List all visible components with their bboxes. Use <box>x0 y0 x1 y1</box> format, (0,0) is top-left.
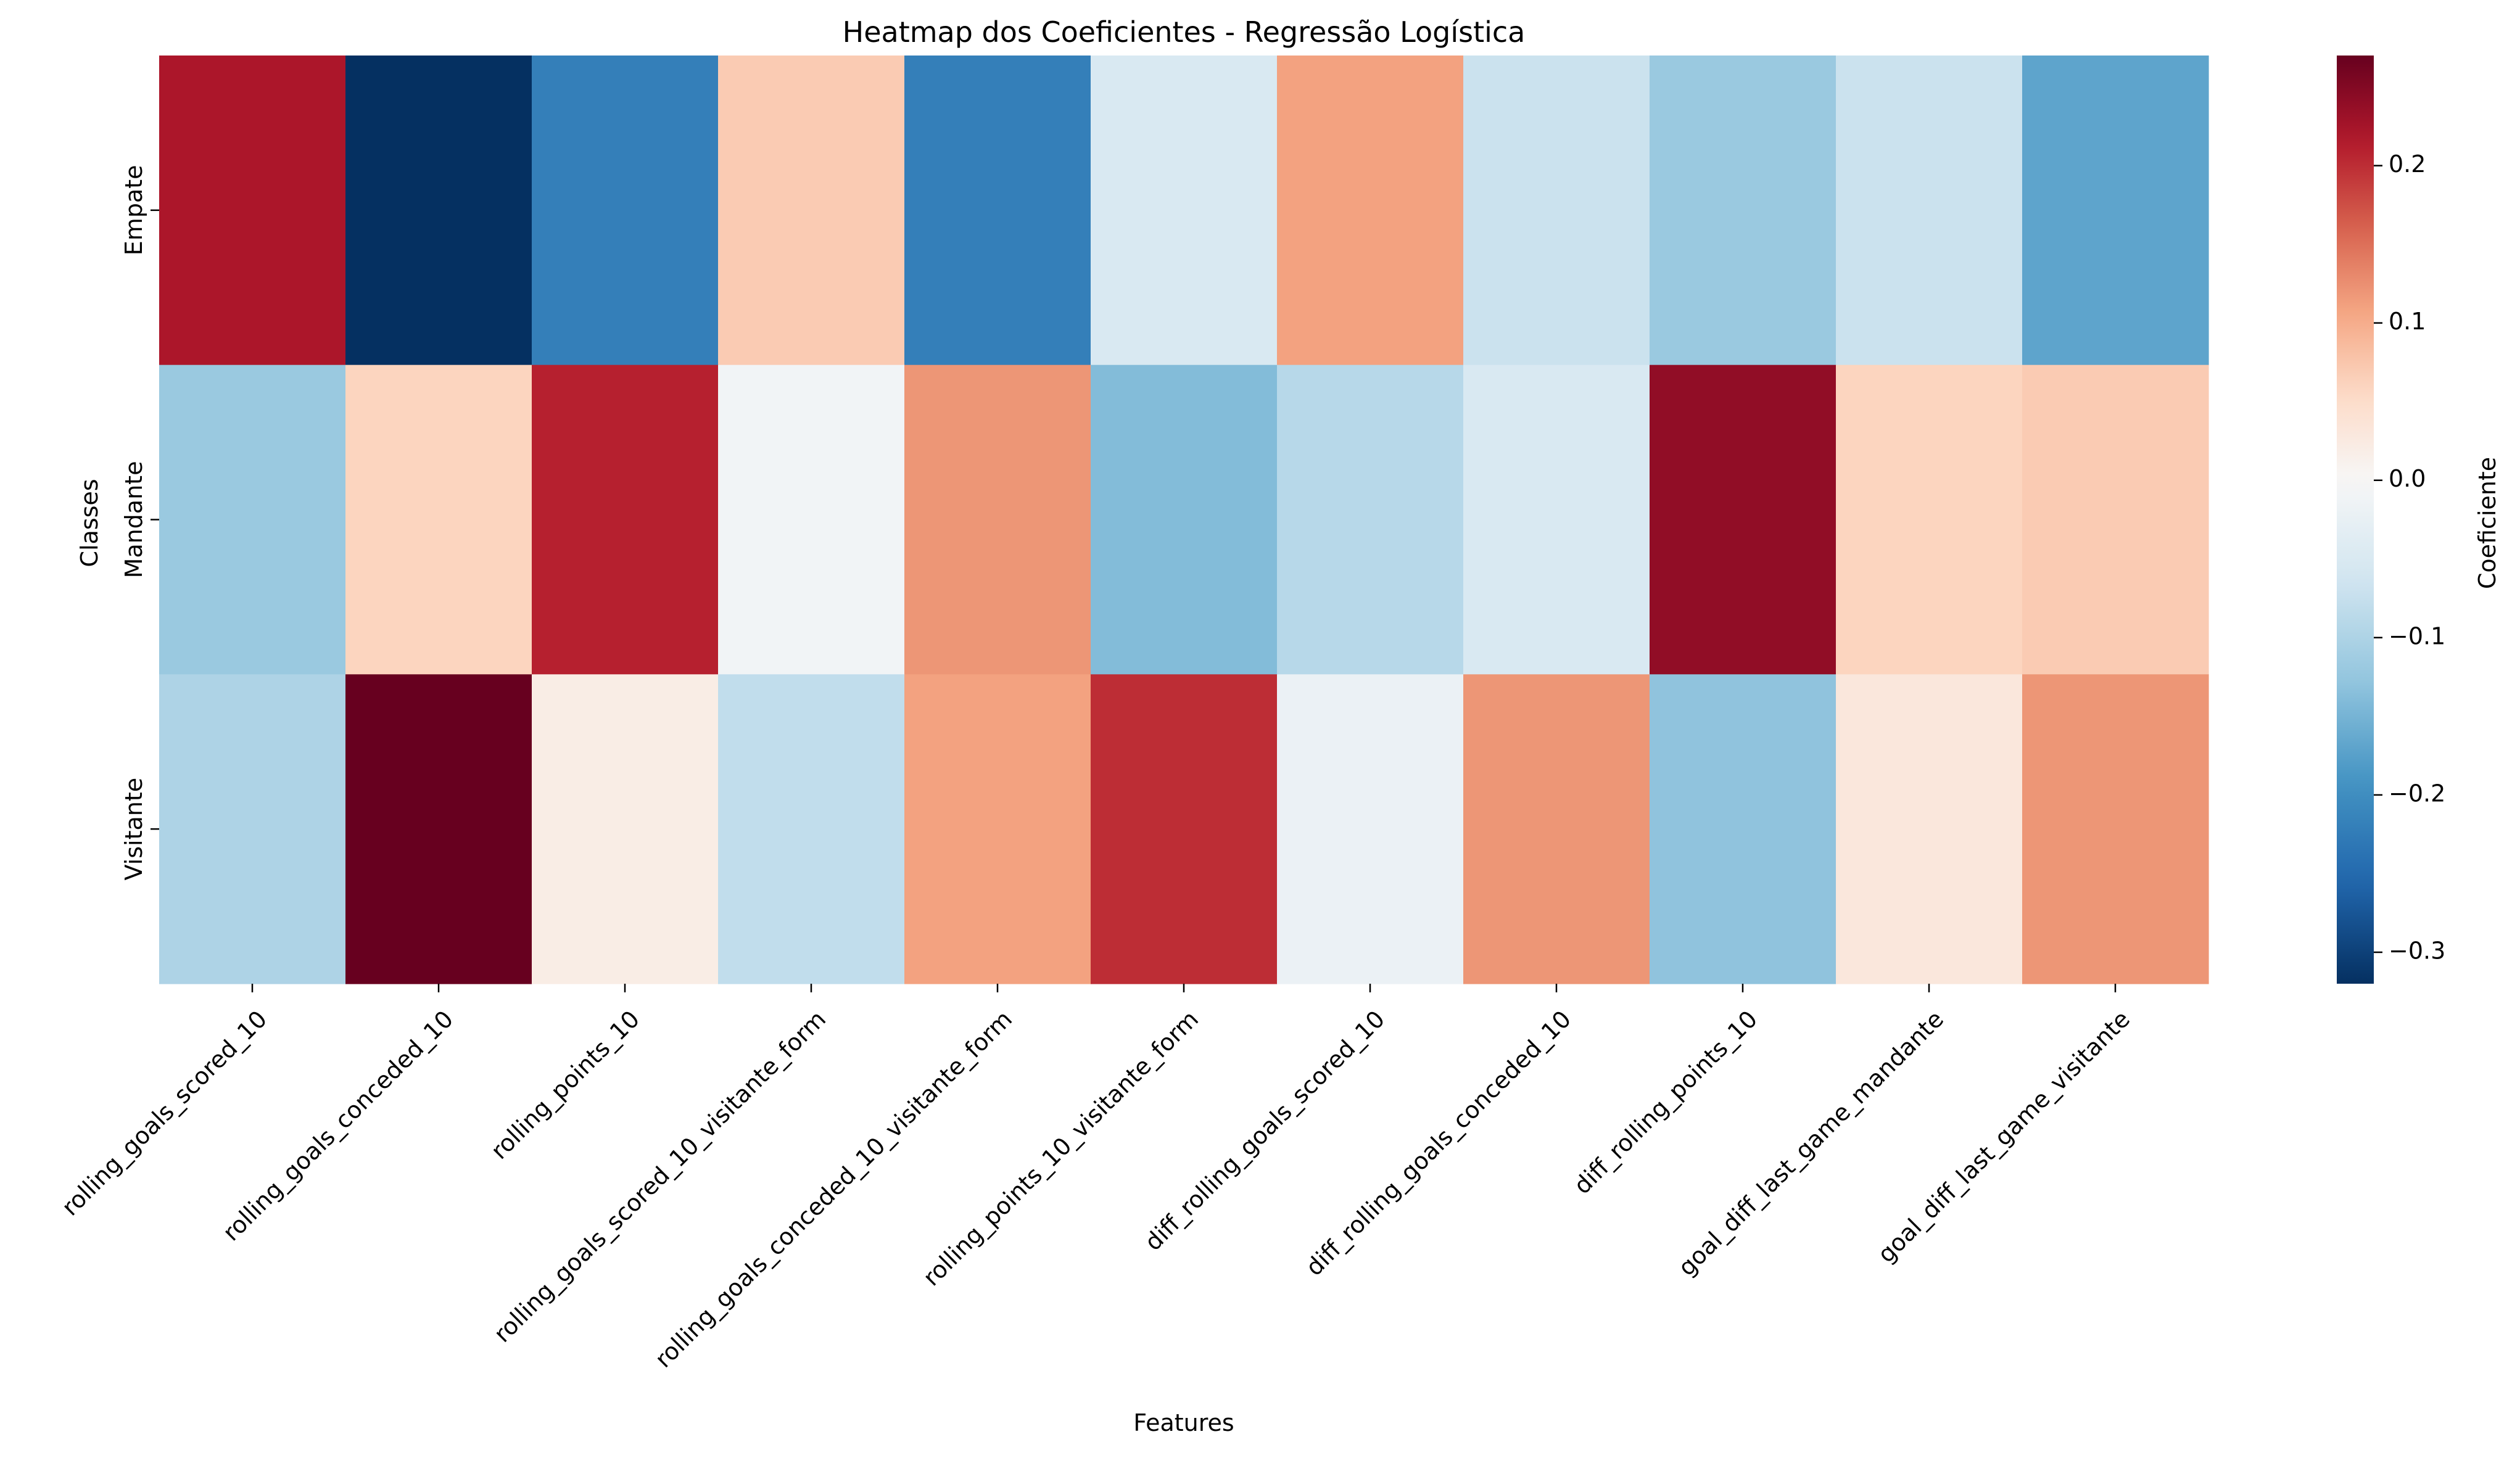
heatmap-cell <box>1650 674 1836 984</box>
colorbar-tick-label: −0.2 <box>2389 780 2445 807</box>
heatmap-cells <box>159 56 2209 984</box>
heatmap-cell <box>2022 674 2209 984</box>
heatmap-cell <box>718 56 905 366</box>
heatmap-cell <box>345 674 532 984</box>
colorbar-tick-label: 0.1 <box>2389 308 2426 335</box>
heatmap-cell <box>1463 364 1650 675</box>
heatmap-cell <box>1836 56 2023 366</box>
heatmap-cell <box>1277 674 1464 984</box>
x-tick-label: rolling_goals_scored_10_visitante_form <box>489 1005 831 1348</box>
heatmap-cell <box>345 364 532 675</box>
heatmap-cell <box>345 56 532 366</box>
heatmap-cell <box>2022 56 2209 366</box>
colorbar: −0.3 −0.2 −0.1 0.0 0.1 0.2 <box>2337 56 2445 984</box>
heatmap-cell <box>532 674 719 984</box>
heatmap-cell <box>2022 364 2209 675</box>
heatmap-cell <box>532 364 719 675</box>
heatmap-cell <box>1277 56 1464 366</box>
colorbar-tick-label: −0.3 <box>2389 937 2445 964</box>
colorbar-label: Coeficiente <box>2474 457 2501 589</box>
heatmap-cell <box>532 56 719 366</box>
y-axis-label: Classes <box>76 479 103 567</box>
heatmap-cell <box>1836 364 2023 675</box>
heatmap-cell <box>159 674 346 984</box>
heatmap-cell <box>904 364 1091 675</box>
y-tick-label: Mandante <box>120 461 147 579</box>
heatmap-cell <box>904 56 1091 366</box>
heatmap-cell <box>1091 674 1278 984</box>
heatmap-cell <box>1650 56 1836 366</box>
heatmap-cell <box>718 674 905 984</box>
chart-title: Heatmap dos Coeficientes - Regressão Log… <box>843 15 1526 49</box>
x-tick-label: diff_rolling_points_10 <box>1569 1005 1763 1200</box>
heatmap-cell <box>1091 56 1278 366</box>
heatmap-cell <box>1463 56 1650 366</box>
colorbar-tick-label: −0.1 <box>2389 622 2445 649</box>
x-axis-ticks: rolling_goals_scored_10 rolling_goals_con… <box>56 984 2135 1373</box>
colorbar-tick-label: 0.2 <box>2389 150 2426 178</box>
colorbar-gradient <box>2337 56 2374 984</box>
heatmap-cell <box>1091 364 1278 675</box>
heatmap-cell <box>1277 364 1464 675</box>
heatmap-cell <box>1836 674 2023 984</box>
y-tick-label: Visitante <box>120 778 147 881</box>
x-tick-label: rolling_points_10 <box>485 1005 645 1164</box>
colorbar-tick-label: 0.0 <box>2389 465 2426 492</box>
heatmap-cell <box>159 56 346 366</box>
heatmap-cell <box>1650 364 1836 675</box>
x-axis-label: Features <box>1133 1409 1234 1436</box>
heatmap-cell <box>904 674 1091 984</box>
heatmap-cell <box>718 364 905 675</box>
heatmap-cell <box>1463 674 1650 984</box>
heatmap-cell <box>159 364 346 675</box>
x-tick-label: rolling_goals_conceded_10_visitante_form <box>650 1005 1017 1373</box>
x-tick-label: rolling_goals_scored_10 <box>56 1005 272 1221</box>
y-tick-label: Empate <box>120 165 147 255</box>
y-axis-ticks: Empate Mandante Visitante <box>120 165 159 880</box>
